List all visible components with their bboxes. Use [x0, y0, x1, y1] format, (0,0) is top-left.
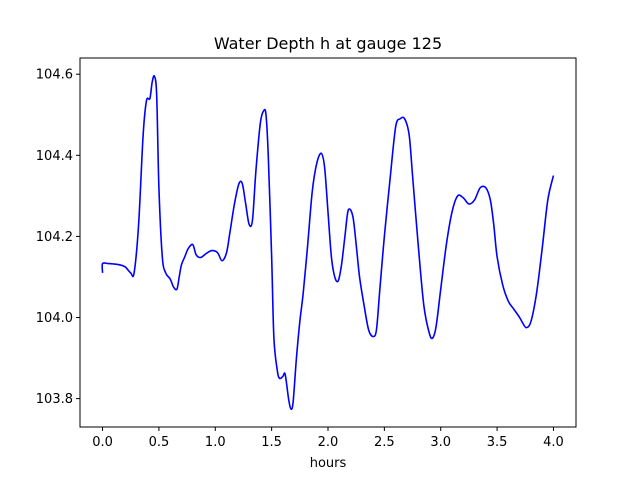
- plot-frame: [79, 57, 577, 428]
- x-tick-label: 3.0: [430, 435, 451, 450]
- x-tick-label: 1.5: [261, 435, 282, 450]
- water-depth-line: [101, 75, 555, 411]
- y-tick-label: 104.4: [36, 149, 73, 164]
- x-tick-label: 3.5: [487, 435, 508, 450]
- chart-title: Water Depth h at gauge 125: [214, 34, 442, 53]
- x-axis-label: hours: [310, 456, 347, 471]
- x-tick-label: 2.5: [374, 435, 395, 450]
- y-tick-label: 104.6: [36, 68, 73, 83]
- x-tick-label: 1.0: [205, 435, 226, 450]
- x-tick-label: 4.0: [543, 435, 564, 450]
- y-tick-label: 104.2: [36, 230, 73, 245]
- y-tick-label: 104.0: [36, 311, 73, 326]
- plot-area: [101, 75, 555, 411]
- x-tick-label: 0.5: [149, 435, 170, 450]
- x-tick-label: 2.0: [318, 435, 339, 450]
- x-axis: 0.0 0.5 1.0 1.5 2.0 2.5 3.0 3.5 4.0: [92, 427, 564, 450]
- y-tick-label: 103.8: [36, 392, 73, 407]
- x-tick-label: 0.0: [92, 435, 113, 450]
- y-axis: 103.8 104.0 104.2 104.4 104.6: [36, 68, 80, 407]
